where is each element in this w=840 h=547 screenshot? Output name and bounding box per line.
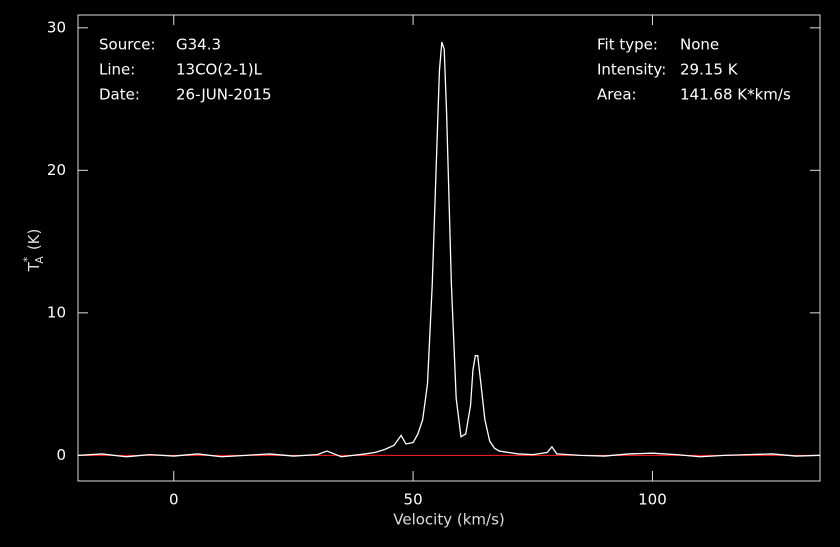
x-tick-label: 0 [169,491,179,509]
annotation-value: G34.3 [176,36,221,54]
annotation-label: Intensity: [597,61,666,79]
annotation-value: None [680,36,719,54]
y-label-sub: A [33,256,46,264]
y-tick-label: 30 [47,18,66,36]
x-tick-label: 100 [638,491,667,509]
annotation-value: 29.15 K [680,61,739,79]
annotation-label: Fit type: [597,36,658,54]
y-label-base: T [25,261,43,272]
spectrum-line [77,41,821,458]
y-tick-label: 20 [47,161,66,179]
y-label-sup: * [21,256,34,262]
y-tick-label: 10 [47,303,66,321]
x-axis-label: Velocity (km/s) [393,511,504,529]
annotation-value: 26-JUN-2015 [176,86,272,104]
y-tick-label: 0 [56,446,66,464]
annotation-label: Area: [597,86,637,104]
annotation-value: 141.68 K*km/s [680,86,791,104]
annotation-label: Line: [99,61,135,79]
annotation-label: Date: [99,86,140,104]
annotation-label: Source: [99,36,156,54]
annotation-value: 13CO(2-1)L [176,61,263,79]
y-axis-label: T*A (K) [21,229,46,273]
y-label-unit: (K) [25,229,43,251]
x-tick-label: 50 [404,491,423,509]
plot-frame [77,14,821,482]
